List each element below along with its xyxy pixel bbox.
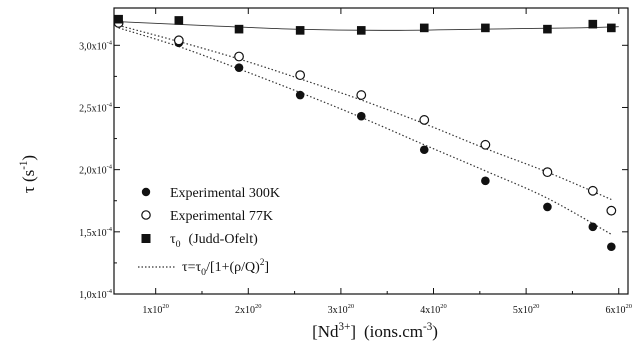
point-tau0 xyxy=(588,19,598,29)
point-77k xyxy=(606,205,617,216)
y-axis-ticks: 1,0x10-4 1,5x10-4 2,0x10-4 2,5x10-4 3,0x10-4 xyxy=(79,39,628,301)
legend-label-fit: τ=τ0/[1+(ρ/Q)2] xyxy=(182,257,269,278)
y-tick-label: 1,0x10-4 xyxy=(79,288,113,301)
point-300k xyxy=(356,111,366,121)
point-77k xyxy=(480,139,491,150)
legend-label-tau0: τ0 (Judd-Ofelt) xyxy=(170,232,258,250)
point-tau0 xyxy=(543,24,552,34)
x-tick-label: 6x1020 xyxy=(605,303,632,316)
fit-77K-curve xyxy=(118,24,612,201)
y-tick-label: 2,5x10-4 xyxy=(79,101,113,114)
point-77k xyxy=(234,51,244,62)
x-axis-label: [Nd3+] (ions.cm-3) xyxy=(312,321,438,341)
fit-300K-curve xyxy=(118,27,612,235)
axes xyxy=(113,7,629,295)
point-tau0 xyxy=(234,24,244,34)
legend-label-300k: Experimental 300K xyxy=(170,186,280,201)
x-tick-label: 1x1020 xyxy=(142,303,169,316)
point-300k xyxy=(543,202,552,212)
series-3 xyxy=(114,14,616,35)
point-tau0 xyxy=(419,23,429,33)
legend-marker-77k xyxy=(141,210,151,220)
point-77k xyxy=(542,167,553,178)
data-series xyxy=(113,14,617,252)
y-tick-label: 1,5x10-4 xyxy=(79,226,113,239)
point-77k xyxy=(295,70,306,81)
point-tau0 xyxy=(174,16,184,25)
legend-label-77k: Experimental 77K xyxy=(170,209,273,224)
point-300k xyxy=(234,63,244,72)
x-tick-label: 5x1020 xyxy=(513,303,540,316)
fit-tau0-curve xyxy=(118,21,619,31)
point-300k xyxy=(295,90,305,100)
point-300k xyxy=(607,242,616,252)
x-axis-ticks: 1x1020 2x1020 3x1020 4x1020 5x1020 6x1020 xyxy=(142,8,632,316)
y-axis-label: τ (s-1) xyxy=(18,155,38,193)
legend-marker-300k xyxy=(141,187,151,197)
point-300k xyxy=(481,176,490,186)
x-tick-label: 3x1020 xyxy=(328,303,355,316)
legend-marker-tau0 xyxy=(141,234,151,243)
y-tick-label: 2,0x10-4 xyxy=(79,164,113,177)
point-tau0 xyxy=(295,26,305,35)
point-77k xyxy=(356,90,367,100)
point-300k xyxy=(419,145,429,155)
plot-frame xyxy=(113,7,629,295)
point-tau0 xyxy=(607,23,616,33)
point-tau0 xyxy=(481,23,490,33)
point-77k xyxy=(173,35,184,46)
fit-curves xyxy=(118,21,619,235)
point-tau0 xyxy=(356,26,366,35)
point-77k xyxy=(587,185,598,196)
y-tick-label: 3,0x10-4 xyxy=(79,39,113,52)
point-300k xyxy=(588,222,598,232)
point-tau0 xyxy=(114,14,123,24)
legend: Experimental 300K Experimental 77K τ0 (Ju… xyxy=(138,186,280,278)
x-tick-label: 2x1020 xyxy=(235,303,261,316)
point-77k xyxy=(419,115,430,125)
x-tick-label: 4x1020 xyxy=(420,303,447,316)
